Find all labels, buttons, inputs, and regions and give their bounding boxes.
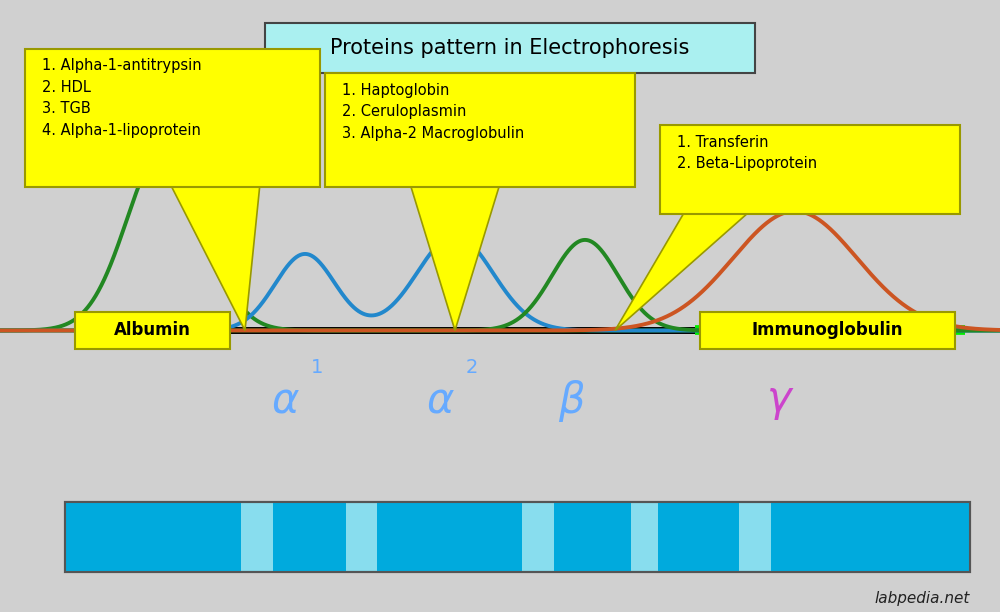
Polygon shape <box>170 184 260 330</box>
Text: Immunoglobulin: Immunoglobulin <box>752 321 903 340</box>
FancyBboxPatch shape <box>75 312 230 349</box>
FancyBboxPatch shape <box>700 312 955 349</box>
Text: Albumin: Albumin <box>114 321 191 340</box>
FancyBboxPatch shape <box>25 49 320 187</box>
FancyBboxPatch shape <box>325 73 635 187</box>
Text: $\beta$: $\beta$ <box>558 378 586 424</box>
Text: Proteins pattern in Electrophoresis: Proteins pattern in Electrophoresis <box>330 39 690 58</box>
Text: 1: 1 <box>311 357 323 377</box>
Text: 2: 2 <box>466 357 478 377</box>
FancyBboxPatch shape <box>660 125 960 214</box>
FancyBboxPatch shape <box>771 502 970 572</box>
Text: 1. Haptoglobin
2. Ceruloplasmin
3. Alpha-2 Macroglobulin: 1. Haptoglobin 2. Ceruloplasmin 3. Alpha… <box>342 83 524 141</box>
FancyBboxPatch shape <box>554 502 631 572</box>
FancyBboxPatch shape <box>265 23 755 73</box>
Text: $\alpha$: $\alpha$ <box>271 380 299 422</box>
FancyBboxPatch shape <box>658 502 739 572</box>
Text: $\gamma$: $\gamma$ <box>766 380 794 422</box>
FancyBboxPatch shape <box>65 502 970 572</box>
Polygon shape <box>410 184 500 330</box>
Text: 1. Transferin
2. Beta-Lipoprotein: 1. Transferin 2. Beta-Lipoprotein <box>677 135 817 171</box>
FancyBboxPatch shape <box>65 502 241 572</box>
FancyBboxPatch shape <box>273 502 346 572</box>
Text: 1. Alpha-1-antitrypsin
2. HDL
3. TGB
4. Alpha-1-lipoprotein: 1. Alpha-1-antitrypsin 2. HDL 3. TGB 4. … <box>42 58 202 138</box>
Polygon shape <box>615 211 750 330</box>
FancyBboxPatch shape <box>377 502 522 572</box>
Text: labpedia.net: labpedia.net <box>875 591 970 606</box>
Text: $\alpha$: $\alpha$ <box>426 380 454 422</box>
